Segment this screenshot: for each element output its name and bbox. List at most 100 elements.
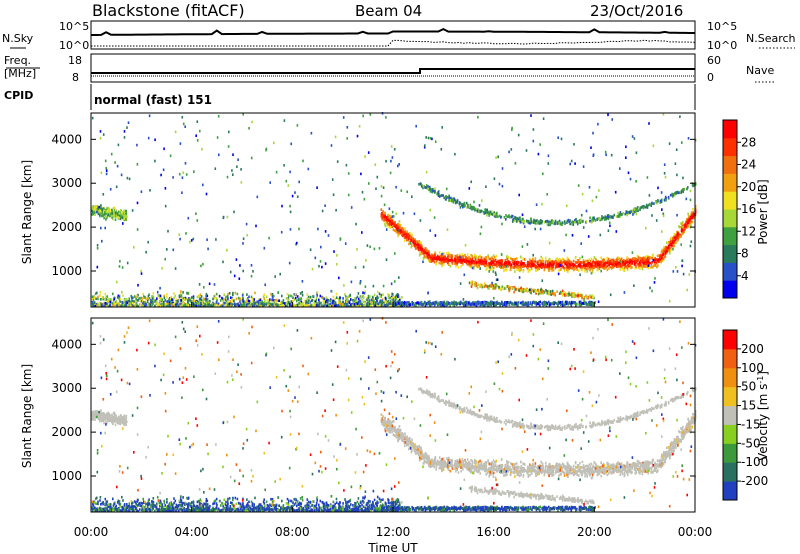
power-point — [156, 290, 159, 294]
power-point — [382, 299, 385, 302]
power-point — [495, 301, 498, 305]
power-point — [587, 303, 590, 306]
power-point — [199, 293, 202, 296]
power-point — [299, 300, 302, 303]
power-point — [424, 247, 427, 250]
power-point — [146, 297, 149, 300]
power-point — [483, 258, 485, 261]
power-point — [566, 268, 568, 272]
power-point — [635, 207, 637, 210]
power-point — [275, 298, 278, 302]
power-point — [457, 260, 460, 264]
power-point — [556, 221, 559, 224]
power-point — [566, 221, 568, 224]
power-point — [631, 262, 633, 265]
power-point — [558, 258, 561, 261]
power-point — [581, 266, 583, 270]
power-point — [104, 297, 107, 301]
power-point — [590, 267, 592, 271]
power-point — [100, 206, 102, 210]
power-point — [106, 302, 108, 306]
power-point — [627, 264, 629, 267]
power-point — [417, 301, 420, 305]
power-point — [391, 296, 393, 300]
power-point — [631, 259, 634, 263]
power-point — [136, 299, 138, 303]
power-point — [574, 256, 577, 260]
power-point — [384, 221, 387, 225]
power-point — [592, 261, 594, 264]
power-point — [277, 299, 280, 303]
power-point — [568, 262, 571, 266]
power-point — [300, 304, 303, 308]
power-point — [542, 263, 544, 266]
power-point — [206, 294, 209, 298]
power-point — [192, 299, 195, 302]
power-point — [576, 259, 579, 262]
power-point — [402, 301, 405, 305]
power-point — [178, 298, 181, 302]
power-point — [586, 270, 588, 273]
power-point — [617, 265, 619, 269]
power-point — [148, 302, 151, 306]
power-point — [158, 304, 160, 308]
power-point — [686, 218, 689, 222]
power-point — [566, 259, 569, 262]
power-point — [186, 297, 188, 301]
power-point — [181, 299, 184, 302]
power-point — [484, 208, 487, 211]
power-point — [391, 225, 393, 229]
power-point — [523, 219, 525, 223]
power-point — [612, 216, 614, 219]
power-point — [630, 209, 633, 213]
power-point — [286, 292, 289, 296]
power-point — [474, 303, 477, 306]
power-point — [666, 249, 669, 252]
power-point — [417, 248, 420, 251]
power-point — [246, 297, 249, 300]
power-point — [311, 298, 314, 302]
power-point — [617, 215, 619, 218]
power-point — [500, 262, 503, 265]
power-point — [97, 207, 100, 211]
date-title: 23/Oct/2016 — [590, 2, 683, 20]
power-point — [521, 220, 523, 223]
power-point — [505, 302, 508, 306]
power-point — [372, 301, 374, 305]
power-point — [253, 300, 255, 304]
power-point — [168, 300, 171, 304]
power-point — [118, 212, 121, 215]
power-point — [325, 300, 327, 304]
power-point — [428, 259, 431, 263]
power-point — [541, 257, 544, 260]
power-point — [223, 293, 225, 297]
power-point — [235, 297, 238, 301]
power-point — [398, 223, 401, 227]
power-point — [616, 257, 619, 260]
power-point — [406, 230, 408, 234]
power-point — [557, 264, 560, 268]
power-point — [214, 294, 217, 297]
power-point — [403, 300, 406, 304]
power-point — [111, 212, 114, 215]
power-point — [457, 266, 460, 269]
power-point — [151, 295, 153, 298]
power-point — [596, 218, 598, 221]
power-point — [561, 221, 564, 224]
power-point — [393, 229, 396, 232]
power-point — [395, 223, 398, 227]
power-point — [550, 219, 553, 223]
power-point — [483, 303, 486, 306]
power-point — [338, 299, 341, 302]
power-point — [293, 293, 296, 296]
freq-right-label: Nave — [746, 64, 774, 77]
power-point — [92, 206, 94, 209]
power-point — [563, 269, 566, 272]
power-point — [422, 185, 425, 188]
power-point — [306, 298, 308, 302]
power-point — [280, 303, 282, 306]
power-point — [532, 260, 535, 263]
power-point — [578, 269, 580, 272]
power-point — [517, 260, 519, 264]
power-point — [646, 263, 649, 267]
